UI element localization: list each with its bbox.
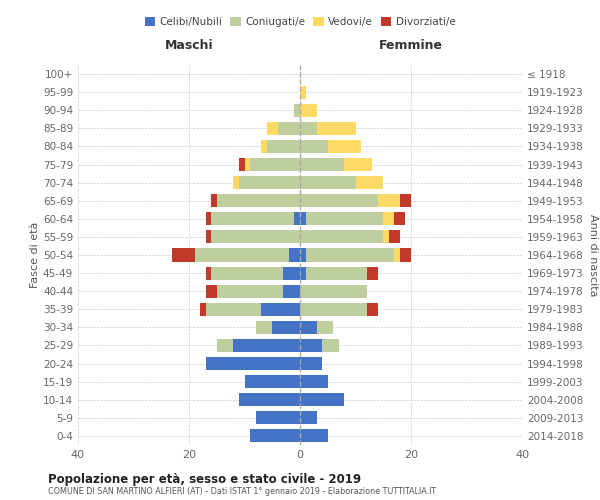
Bar bbox=[300, 430, 328, 442]
Bar bbox=[250, 158, 300, 171]
Bar bbox=[206, 212, 211, 226]
Text: Femmine: Femmine bbox=[379, 40, 443, 52]
Bar bbox=[300, 357, 322, 370]
Bar bbox=[245, 158, 250, 171]
Bar bbox=[295, 212, 300, 226]
Bar bbox=[305, 266, 367, 280]
Bar bbox=[300, 321, 317, 334]
Bar bbox=[245, 375, 300, 388]
Y-axis label: Anni di nascita: Anni di nascita bbox=[587, 214, 598, 296]
Bar bbox=[305, 212, 383, 226]
Bar bbox=[211, 230, 300, 243]
Bar bbox=[239, 158, 245, 171]
Bar bbox=[300, 104, 317, 117]
Bar bbox=[394, 212, 406, 226]
Bar bbox=[300, 375, 328, 388]
Y-axis label: Fasce di età: Fasce di età bbox=[30, 222, 40, 288]
Bar bbox=[217, 339, 233, 352]
Bar bbox=[394, 248, 400, 262]
Bar bbox=[400, 194, 411, 207]
Bar bbox=[233, 339, 300, 352]
Bar bbox=[206, 266, 211, 280]
Bar bbox=[300, 284, 367, 298]
Bar bbox=[295, 104, 300, 117]
Bar bbox=[300, 303, 367, 316]
Bar bbox=[300, 158, 344, 171]
Bar bbox=[355, 176, 383, 189]
Bar bbox=[266, 122, 278, 135]
Bar bbox=[256, 321, 272, 334]
Bar bbox=[383, 230, 389, 243]
Bar bbox=[300, 412, 317, 424]
Bar bbox=[317, 321, 334, 334]
Legend: Celibi/Nubili, Coniugati/e, Vedovi/e, Divorziati/e: Celibi/Nubili, Coniugati/e, Vedovi/e, Di… bbox=[140, 13, 460, 32]
Bar bbox=[206, 303, 261, 316]
Bar bbox=[300, 176, 355, 189]
Bar bbox=[300, 86, 305, 98]
Bar bbox=[389, 230, 400, 243]
Bar bbox=[322, 339, 339, 352]
Bar bbox=[211, 212, 295, 226]
Bar bbox=[261, 303, 300, 316]
Bar bbox=[300, 393, 344, 406]
Bar bbox=[305, 248, 394, 262]
Bar bbox=[211, 266, 283, 280]
Bar bbox=[172, 248, 194, 262]
Text: Maschi: Maschi bbox=[164, 40, 214, 52]
Bar bbox=[211, 194, 217, 207]
Bar bbox=[289, 248, 300, 262]
Bar bbox=[383, 212, 394, 226]
Bar bbox=[378, 194, 400, 207]
Bar bbox=[217, 284, 283, 298]
Bar bbox=[194, 248, 289, 262]
Bar bbox=[206, 284, 217, 298]
Bar bbox=[200, 303, 206, 316]
Bar bbox=[239, 176, 300, 189]
Bar bbox=[400, 248, 411, 262]
Bar bbox=[239, 393, 300, 406]
Bar bbox=[233, 176, 239, 189]
Bar bbox=[250, 430, 300, 442]
Bar bbox=[283, 284, 300, 298]
Bar bbox=[344, 158, 372, 171]
Bar bbox=[261, 140, 266, 153]
Bar bbox=[278, 122, 300, 135]
Bar bbox=[300, 266, 305, 280]
Bar bbox=[206, 357, 300, 370]
Bar bbox=[367, 266, 378, 280]
Bar bbox=[300, 140, 328, 153]
Bar bbox=[266, 140, 300, 153]
Text: COMUNE DI SAN MARTINO ALFIERI (AT) - Dati ISTAT 1° gennaio 2019 - Elaborazione T: COMUNE DI SAN MARTINO ALFIERI (AT) - Dat… bbox=[48, 488, 436, 496]
Bar bbox=[328, 140, 361, 153]
Bar bbox=[300, 212, 305, 226]
Bar bbox=[300, 339, 322, 352]
Bar bbox=[272, 321, 300, 334]
Bar bbox=[317, 122, 355, 135]
Bar bbox=[217, 194, 300, 207]
Bar bbox=[206, 230, 211, 243]
Bar bbox=[300, 248, 305, 262]
Bar bbox=[300, 122, 317, 135]
Bar bbox=[300, 194, 378, 207]
Bar bbox=[300, 230, 383, 243]
Bar bbox=[367, 303, 378, 316]
Text: Popolazione per età, sesso e stato civile - 2019: Popolazione per età, sesso e stato civil… bbox=[48, 472, 361, 486]
Bar bbox=[256, 412, 300, 424]
Bar bbox=[283, 266, 300, 280]
